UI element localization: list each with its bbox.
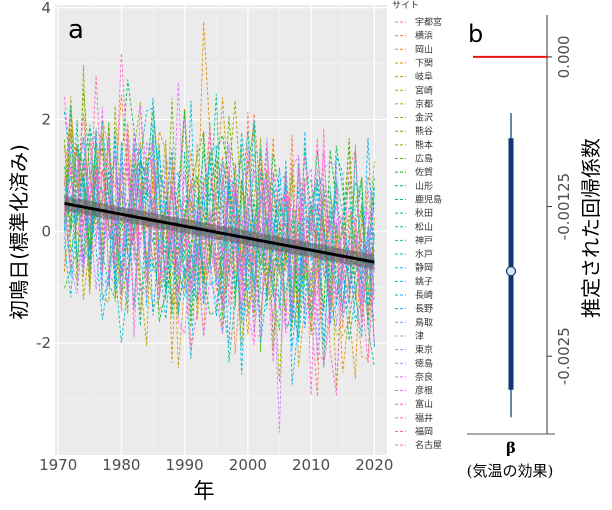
site-line bbox=[64, 160, 375, 364]
x-axis-title: 年 bbox=[194, 479, 215, 503]
legend-label: 富山 bbox=[415, 398, 433, 410]
x-tick-label: 1990 bbox=[166, 456, 204, 474]
legend-label: 福井 bbox=[415, 412, 433, 424]
y-tick-label: 4 bbox=[41, 0, 51, 17]
legend-label: 長崎 bbox=[415, 289, 433, 301]
legend-label: 佐賀 bbox=[415, 166, 433, 178]
b-tick-label: -0.0025 bbox=[555, 327, 573, 385]
legend-label: 熊本 bbox=[415, 139, 433, 151]
site-line bbox=[64, 94, 375, 337]
b-tick-label: -0.00125 bbox=[555, 173, 573, 240]
site-line bbox=[64, 128, 375, 362]
legend-label: 京都 bbox=[415, 98, 433, 110]
legend-title: サイト bbox=[392, 0, 419, 11]
site-line bbox=[64, 94, 375, 367]
legend-label: 徳島 bbox=[415, 357, 433, 369]
legend-label: 宇都宮 bbox=[415, 16, 442, 28]
panel-label-a: a bbox=[68, 15, 84, 45]
legend: サイト 宇都宮横浜岡山下関岐阜宮崎京都金沢熊谷熊本広島佐賀山形鹿児島秋田松山神戸… bbox=[392, 0, 442, 451]
legend-label: 彦根 bbox=[415, 385, 433, 397]
site-line bbox=[64, 79, 375, 328]
x-tick-label: 2000 bbox=[229, 456, 267, 474]
legend-label: 東京 bbox=[415, 344, 433, 356]
legend-label: 静岡 bbox=[415, 262, 433, 274]
panel-b-y-axis-title: 推定された回帰係数 bbox=[579, 138, 603, 318]
x-tick-label: 1980 bbox=[102, 456, 140, 474]
point-estimate bbox=[505, 266, 517, 277]
y-axis-title: 初鳴日(標準化済み) bbox=[7, 144, 31, 320]
legend-items: 宇都宮横浜岡山下関岐阜宮崎京都金沢熊谷熊本広島佐賀山形鹿児島秋田松山神戸水戸静岡… bbox=[395, 16, 442, 451]
panel-b: b 0.000 -0.00125 -0.0025 β (気温の効果) 推定された回帰… bbox=[467, 15, 603, 480]
trend-line bbox=[64, 201, 375, 264]
site-line bbox=[64, 129, 375, 433]
legend-label: 鳥取 bbox=[415, 316, 433, 328]
legend-label: 銚子 bbox=[415, 275, 433, 287]
panel-a: 1970 1980 1990 2000 2010 2020 -2 0 2 4 a 年 初鳴日(標… bbox=[7, 0, 393, 503]
legend-label: 宮崎 bbox=[415, 84, 433, 96]
site-line bbox=[64, 110, 375, 323]
legend-label: 水戸 bbox=[415, 248, 433, 260]
y-tick-label: 0 bbox=[41, 222, 51, 240]
legend-label: 岡山 bbox=[415, 44, 433, 55]
legend-label: 松山 bbox=[415, 221, 433, 233]
site-line bbox=[64, 112, 375, 397]
legend-label: 金沢 bbox=[415, 112, 433, 124]
legend-label: 奈良 bbox=[415, 371, 433, 383]
legend-label: 山形 bbox=[415, 180, 433, 192]
legend-label: 神戸 bbox=[415, 234, 433, 246]
site-line bbox=[64, 114, 375, 350]
legend-label: 津 bbox=[415, 331, 424, 342]
legend-label: 福岡 bbox=[415, 426, 433, 438]
legend-label: 熊谷 bbox=[415, 125, 433, 137]
x-tick-labels: 1970 1980 1990 2000 2010 2020 bbox=[39, 456, 393, 474]
x-tick-label: 2020 bbox=[355, 456, 393, 474]
y-tick-labels: -2 0 2 4 bbox=[36, 0, 51, 352]
legend-label: 広島 bbox=[415, 153, 433, 165]
site-line bbox=[64, 105, 375, 363]
panel-label-b: b bbox=[468, 20, 483, 48]
category-note: (気温の効果) bbox=[467, 462, 554, 480]
y-tick-label: 2 bbox=[41, 111, 51, 129]
legend-label: 長野 bbox=[415, 304, 433, 315]
x-tick-label: 1970 bbox=[39, 456, 77, 474]
legend-label: 鹿児島 bbox=[415, 193, 442, 205]
site-line bbox=[64, 89, 375, 347]
panel-b-tick-labels: 0.000 -0.00125 -0.0025 bbox=[547, 35, 573, 385]
legend-label: 秋田 bbox=[415, 207, 433, 219]
category-label: β bbox=[506, 439, 516, 457]
legend-label: 下関 bbox=[415, 58, 433, 69]
site-line bbox=[64, 53, 375, 396]
y-tick-label: -2 bbox=[36, 334, 51, 352]
site-line bbox=[64, 102, 375, 390]
legend-label: 名古屋 bbox=[415, 439, 442, 451]
legend-label: 岐阜 bbox=[415, 71, 433, 83]
site-line bbox=[64, 97, 375, 345]
legend-label: 横浜 bbox=[415, 30, 433, 42]
x-tick-label: 2010 bbox=[292, 456, 330, 474]
b-tick-label: 0.000 bbox=[555, 35, 573, 78]
